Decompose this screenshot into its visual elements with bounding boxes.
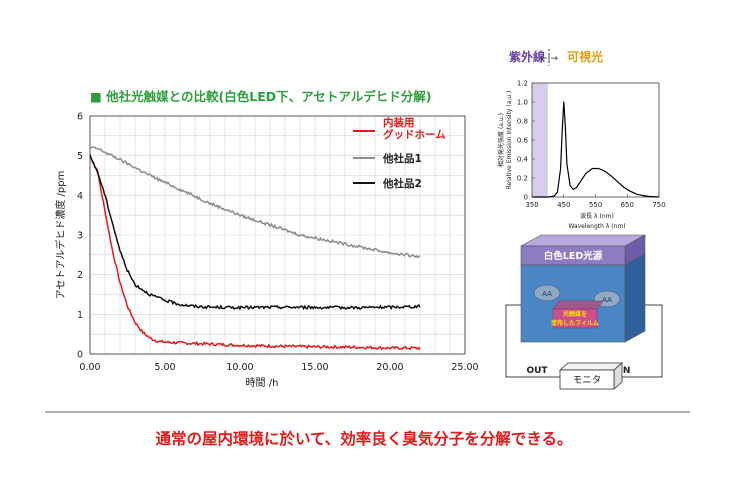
- visible-light-label: 可視光: [567, 49, 603, 64]
- uv-label: 紫外線: [509, 49, 545, 64]
- main-series-line: [89, 146, 421, 259]
- legend-label: 他社品2: [382, 177, 422, 190]
- main-x-tick-label: 15.00: [301, 362, 328, 373]
- main-x-tick-label: 5.00: [154, 362, 175, 373]
- main-x-tick-label: 25.00: [451, 362, 478, 373]
- film-top: [552, 300, 604, 310]
- main-y-tick-label: 4: [77, 191, 83, 202]
- spectrum-y-tick-label: 1.0: [517, 99, 528, 107]
- main-x-ticks: 0.00 5.00 10.00 15.00 20.00 25.00: [79, 362, 478, 373]
- main-y-tick-label: 6: [77, 112, 83, 123]
- main-chart-series: [89, 146, 421, 351]
- spectrum-x-tick-label: 650: [621, 201, 634, 209]
- film-label-line2: 塗布したフィルム: [551, 319, 599, 327]
- monitor-label: モニタ: [573, 375, 602, 386]
- in-label: IN: [620, 366, 631, 376]
- spectrum-x-ticks: 350 450 550 650 750: [525, 194, 666, 209]
- spectrum-y-label-en: Relative Emission Intensity (a.u.): [506, 91, 513, 190]
- main-y-axis-label: アセトアルデヒド濃度 /ppm: [54, 171, 67, 300]
- main-y-ticks: 0 1 2 3 4 5 6: [77, 112, 83, 361]
- main-y-tick-label: 2: [77, 270, 83, 281]
- spectrum-y-tick-label: 0.8: [517, 118, 528, 126]
- gas-cloud-left: AA: [533, 284, 561, 302]
- out-label: OUT: [526, 366, 548, 376]
- photocatalyst-film: [552, 308, 598, 329]
- spectrum-x-label-en: Wavelength λ (nm): [568, 223, 625, 230]
- spectrum-y-ticks: 0 0.2 0.4 0.6 0.8 1.0 1.2: [517, 80, 535, 202]
- spectrum-x-tick-label: 750: [652, 201, 665, 209]
- spectrum-y-tick-label: 0.2: [517, 175, 528, 183]
- monitor: [559, 369, 615, 390]
- legend-label: 内装用: [383, 116, 415, 129]
- film-label-line1: 光触媒を: [562, 310, 587, 318]
- uv-band: [532, 83, 548, 197]
- spectrum-x-tick-label: 450: [557, 201, 570, 209]
- svg-text:AA: AA: [602, 296, 612, 304]
- device-diagram: 白色LED光源 AA AA 光触媒を 塗布したフィルム OUT IN モニタ: [505, 234, 663, 390]
- led-top-face: [520, 234, 646, 247]
- spectrum-x-tick-label: 550: [589, 201, 602, 209]
- spectrum-y-tick-label: 0.6: [517, 137, 529, 145]
- spectrum-line: [532, 101, 660, 198]
- main-y-tick-label: 0: [77, 350, 83, 361]
- spectrum-y-tick-label: 0: [524, 194, 528, 202]
- legend-label: グッドホーム: [383, 128, 446, 141]
- spectrum-x-tick-label: 350: [525, 201, 538, 209]
- main-x-tick-label: 10.00: [226, 362, 253, 373]
- led-label: 白色LED光源: [544, 250, 603, 262]
- out-tube: [505, 304, 560, 378]
- uv-visible-arrow: ←|→: [540, 54, 559, 64]
- spectrum-x-label-ja: 波長 λ (nm): [580, 212, 614, 220]
- main-x-tick-label: 20.00: [376, 362, 403, 373]
- spectrum-y-label-ja: 相対発光強度 (a.u.): [497, 113, 505, 167]
- svg-text:AA: AA: [542, 290, 552, 298]
- spectrum-frame: [531, 82, 660, 198]
- caption: 通常の屋内環境に於いて、効率良く臭気分子を分解できる。: [156, 429, 573, 448]
- main-y-tick-label: 1: [77, 310, 83, 321]
- main-y-tick-label: 3: [77, 231, 83, 242]
- spectrum-y-tick-label: 0.4: [517, 156, 529, 164]
- main-chart-title: ■ 他社光触媒との比較(白色LED下、アセトアルデヒド分解): [90, 89, 431, 104]
- legend-label: 他社品1: [382, 152, 422, 165]
- main-y-tick-label: 5: [77, 151, 83, 162]
- main-chart-frame: [89, 115, 466, 355]
- main-series-line: [89, 155, 421, 351]
- monitor-top: [558, 362, 624, 371]
- main-chart-grid: [89, 115, 466, 355]
- main-x-axis-label: 時間 /h: [246, 377, 279, 389]
- main-x-tick-label: 0.00: [79, 362, 100, 373]
- spectrum-y-tick-label: 1.2: [517, 80, 528, 88]
- chamber-side-face: [624, 253, 646, 343]
- spectrum-series: [532, 101, 660, 198]
- in-tube: [614, 304, 663, 378]
- main-series-line: [89, 154, 421, 311]
